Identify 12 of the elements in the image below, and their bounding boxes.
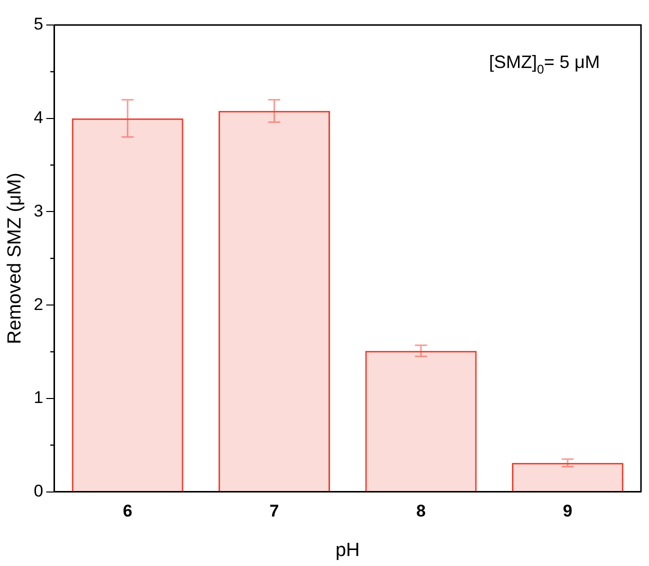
- y-tick-label: 2: [34, 294, 44, 314]
- y-tick-label: 5: [34, 14, 44, 34]
- y-axis-title: Removed SMZ (μM): [4, 172, 26, 344]
- x-tick-label: 9: [562, 502, 572, 521]
- x-tick-label: 8: [416, 502, 426, 521]
- x-tick-label: 7: [270, 502, 280, 521]
- x-tick-label: 6: [122, 502, 132, 521]
- x-axis-title: pH: [335, 540, 360, 561]
- y-tick-label: 3: [34, 201, 44, 220]
- y-tick-label: 1: [34, 388, 44, 408]
- y-tick-label: 0: [34, 481, 44, 500]
- y-tick-label: 4: [34, 108, 44, 128]
